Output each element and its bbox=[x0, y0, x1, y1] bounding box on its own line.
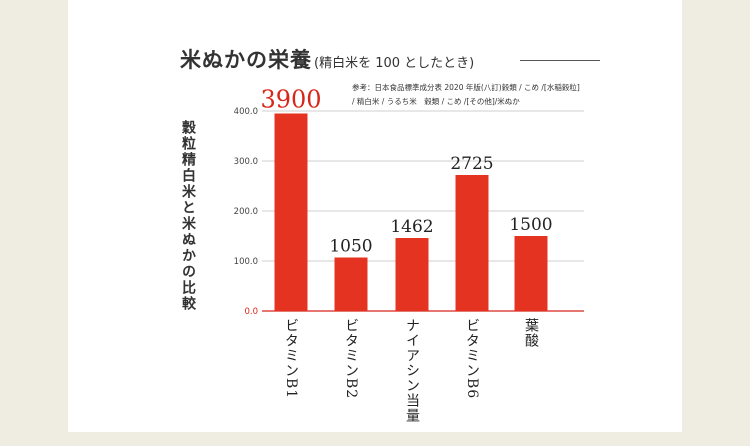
chart-title: 米ぬかの栄養 (精白米を 100 としたとき) bbox=[180, 44, 474, 74]
data-label: 3900 bbox=[260, 86, 321, 114]
y-tick-label: 100.0 bbox=[234, 257, 258, 267]
title-main: 米ぬかの栄養 bbox=[180, 48, 312, 72]
x-tick-label: ナイアシン当量 bbox=[404, 318, 420, 423]
bar bbox=[455, 175, 489, 311]
x-tick-label: ビタミンB2 bbox=[343, 318, 359, 400]
data-label: 1500 bbox=[509, 215, 552, 235]
bar bbox=[334, 257, 368, 311]
y-tick-label: 0.0 bbox=[244, 307, 258, 317]
title-rule bbox=[520, 60, 600, 61]
x-tick-label: ビタミンB6 bbox=[464, 318, 480, 400]
x-tick-label: ビタミンB1 bbox=[283, 318, 299, 400]
y-tick-label: 400.0 bbox=[234, 107, 258, 117]
y-tick-label: 200.0 bbox=[234, 207, 258, 217]
data-label: 2725 bbox=[450, 154, 493, 174]
x-tick-label: 葉酸 bbox=[523, 318, 539, 348]
bar bbox=[395, 238, 429, 311]
bar bbox=[514, 236, 548, 311]
y-tick-label: 300.0 bbox=[234, 157, 258, 167]
data-label: 1050 bbox=[329, 237, 372, 257]
title-subtitle: (精白米を 100 としたとき) bbox=[314, 56, 475, 71]
bar bbox=[274, 113, 308, 311]
y-axis-label: 穀粒精白米と米ぬかの比較 bbox=[180, 120, 196, 312]
source-note: 参考：日本食品標準成分表 2020 年版(八訂)穀類 / こめ /[水稲穀粒] … bbox=[352, 83, 580, 106]
data-label: 1462 bbox=[390, 217, 433, 237]
chart-card bbox=[68, 0, 682, 432]
